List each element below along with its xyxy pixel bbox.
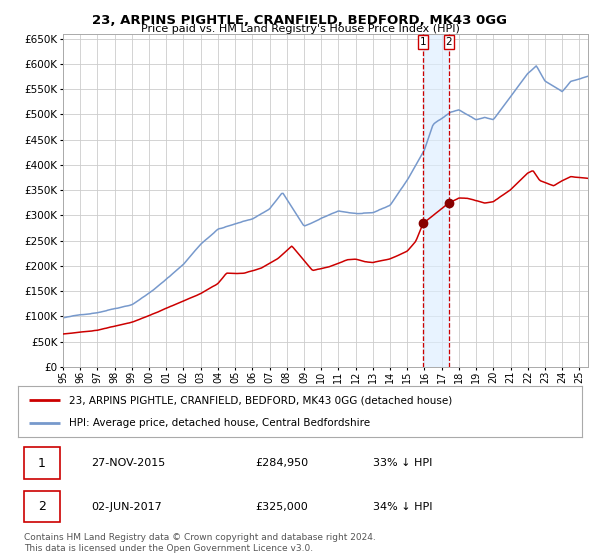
- Text: 34% ↓ HPI: 34% ↓ HPI: [373, 502, 433, 511]
- Text: 1: 1: [38, 457, 46, 470]
- Text: 2: 2: [446, 37, 452, 47]
- Text: 2: 2: [38, 500, 46, 513]
- Text: £325,000: £325,000: [255, 502, 308, 511]
- Text: Contains HM Land Registry data © Crown copyright and database right 2024.
This d: Contains HM Land Registry data © Crown c…: [24, 533, 376, 553]
- Text: 23, ARPINS PIGHTLE, CRANFIELD, BEDFORD, MK43 0GG: 23, ARPINS PIGHTLE, CRANFIELD, BEDFORD, …: [92, 14, 508, 27]
- Text: 23, ARPINS PIGHTLE, CRANFIELD, BEDFORD, MK43 0GG (detached house): 23, ARPINS PIGHTLE, CRANFIELD, BEDFORD, …: [69, 395, 452, 405]
- Text: Price paid vs. HM Land Registry's House Price Index (HPI): Price paid vs. HM Land Registry's House …: [140, 24, 460, 34]
- Text: 1: 1: [420, 37, 427, 47]
- Text: HPI: Average price, detached house, Central Bedfordshire: HPI: Average price, detached house, Cent…: [69, 418, 370, 428]
- Bar: [23, 491, 61, 522]
- Text: £284,950: £284,950: [255, 459, 308, 468]
- Text: 27-NOV-2015: 27-NOV-2015: [91, 459, 166, 468]
- Text: 33% ↓ HPI: 33% ↓ HPI: [373, 459, 433, 468]
- Bar: [423, 34, 449, 367]
- Text: 02-JUN-2017: 02-JUN-2017: [91, 502, 162, 511]
- Bar: [23, 447, 61, 479]
